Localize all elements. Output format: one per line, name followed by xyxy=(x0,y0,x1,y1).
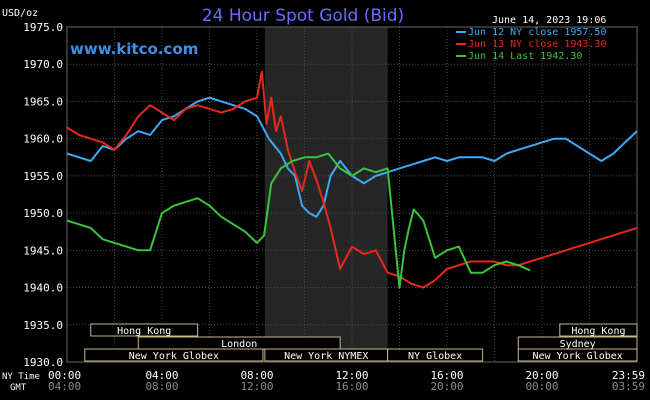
y-tick-label: 1955.0 xyxy=(23,170,63,183)
x-tick-label-ny: 00:00 xyxy=(48,369,81,382)
watermark: www.kitco.com xyxy=(70,40,198,58)
x-axis-gmt-label: GMT xyxy=(10,383,27,393)
legend-entry: Jun 13 NY close 1943.30 xyxy=(468,39,606,50)
series-line xyxy=(66,70,638,289)
x-tick-label-ny: 20:00 xyxy=(525,369,558,382)
y-tick-label: 1970.0 xyxy=(23,58,63,71)
series-line xyxy=(66,96,638,218)
session-label: NY Globex xyxy=(408,351,462,362)
session-label: London xyxy=(221,339,257,350)
series-line xyxy=(66,152,531,289)
x-tick-label-gmt: 04:00 xyxy=(48,380,81,393)
x-tick-label-gmt: 03:59 xyxy=(612,380,645,393)
session-bar xyxy=(517,348,638,362)
session-label: Sydney xyxy=(560,339,596,350)
legend-entry: Jun 12 NY close 1957.50 xyxy=(468,27,606,38)
x-tick-label-gmt: 08:00 xyxy=(145,380,178,393)
x-tick-label-gmt: 16:00 xyxy=(335,380,368,393)
plot-frame xyxy=(66,26,638,363)
x-tick-label-ny: 16:00 xyxy=(430,369,463,382)
y-tick-label: 1945.0 xyxy=(23,244,63,257)
x-axis-ny-time-label: NY Time xyxy=(2,372,40,382)
y-tick-label: 1975.0 xyxy=(23,21,63,34)
session-bar xyxy=(90,323,199,337)
y-tick-label: 1935.0 xyxy=(23,319,63,332)
session-bar xyxy=(84,348,264,362)
x-tick-label-gmt: 12:00 xyxy=(240,380,273,393)
x-tick-label-ny: 08:00 xyxy=(240,369,273,382)
y-tick-label: 1960.0 xyxy=(23,133,63,146)
session-bar xyxy=(387,348,484,362)
y-tick-label: 1950.0 xyxy=(23,207,63,220)
session-label: New York Globex xyxy=(129,351,219,362)
x-tick-label-ny: 23:59 xyxy=(612,369,645,382)
session-label: New York Globex xyxy=(532,351,622,362)
session-label: Hong Kong xyxy=(571,326,625,337)
y-tick-label: 1930.0 xyxy=(23,356,63,369)
session-bar xyxy=(559,323,638,337)
y-tick-label: 1940.0 xyxy=(23,282,63,295)
chart-title: 24 Hour Spot Gold (Bid) xyxy=(202,6,404,26)
x-tick-label-ny: 12:00 xyxy=(335,369,368,382)
session-label: New York NYMEX xyxy=(284,351,368,362)
x-tick-label-ny: 04:00 xyxy=(145,369,178,382)
session-label: Hong Kong xyxy=(117,326,171,337)
y-tick-label: 1965.0 xyxy=(23,95,63,108)
date-stamp: June 14, 2023 19:06 xyxy=(492,15,606,26)
legend-entry: Jun 14 Last 1942.30 xyxy=(468,51,582,62)
x-tick-label-gmt: 20:00 xyxy=(430,380,463,393)
y-axis-label: USD/oz xyxy=(2,8,38,19)
x-tick-label-gmt: 00:00 xyxy=(525,380,558,393)
